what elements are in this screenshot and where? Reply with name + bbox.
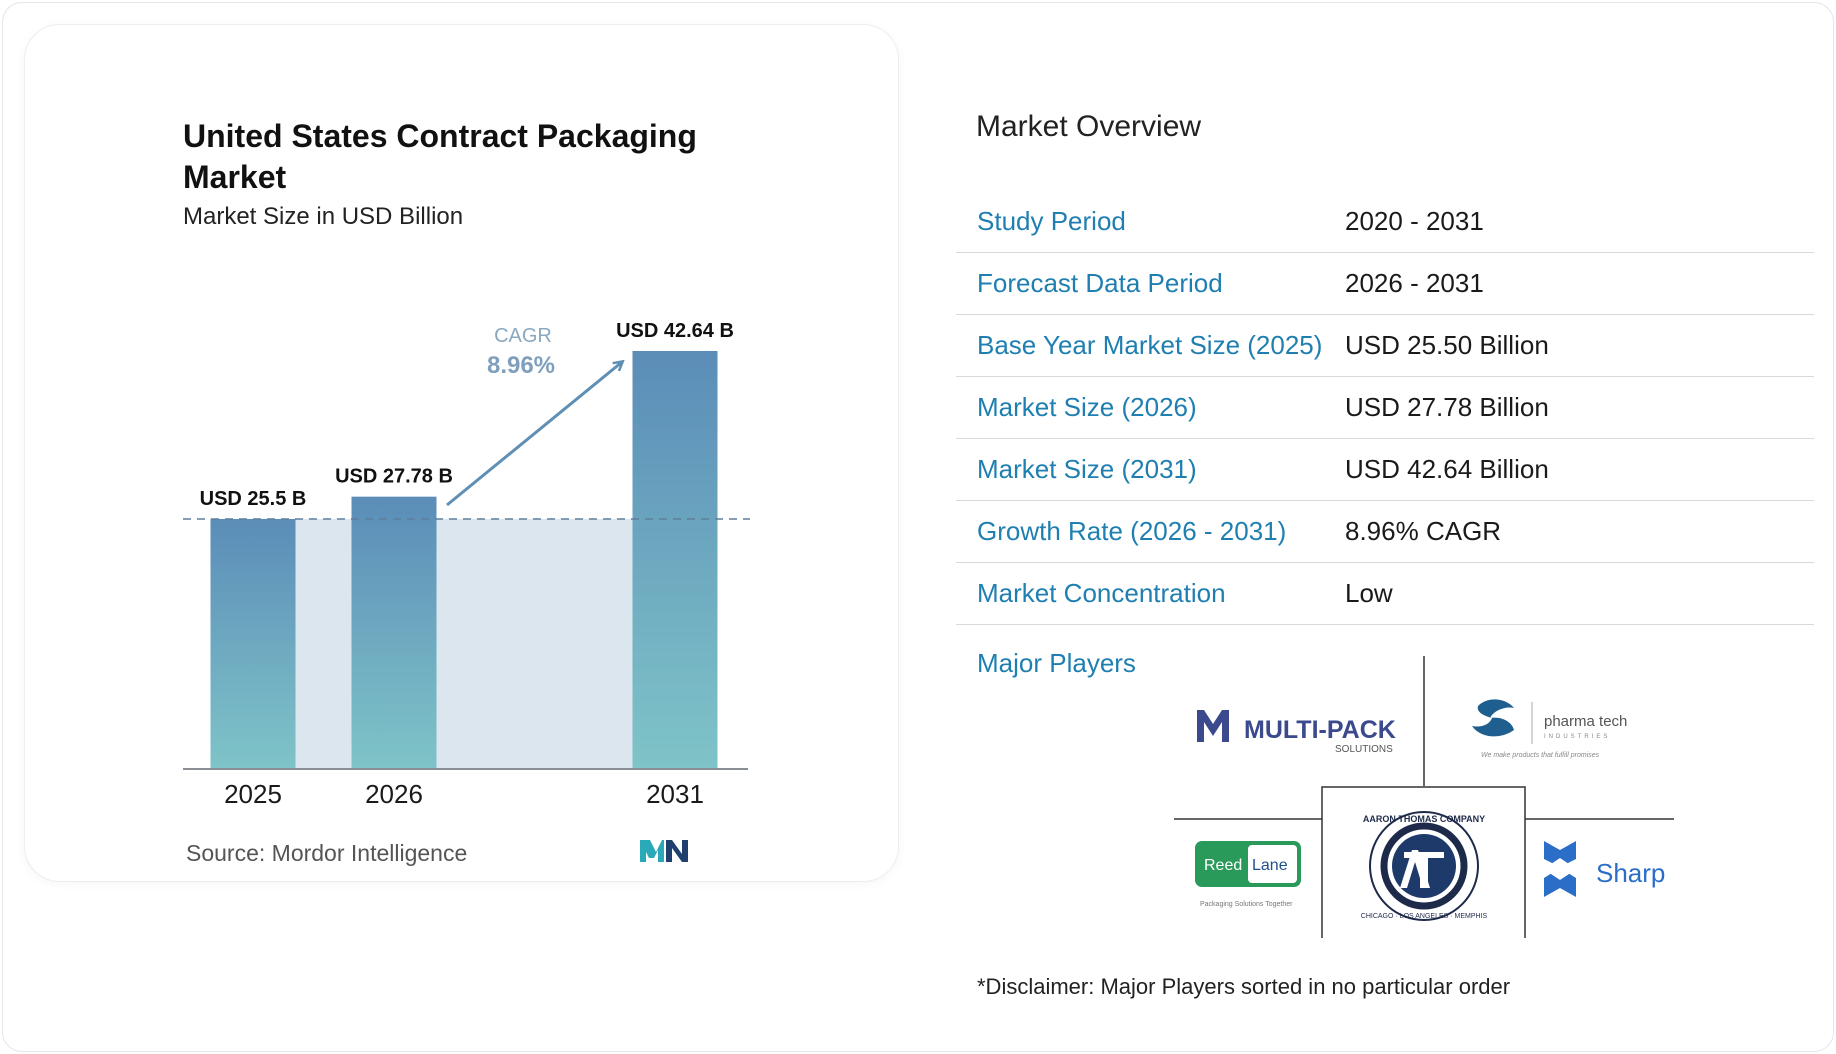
row-key: Growth Rate (2026 - 2031) (977, 516, 1287, 546)
value-label: USD 42.64 B (616, 320, 734, 342)
row-value: 2020 - 2031 (1345, 206, 1484, 236)
row-value: 2026 - 2031 (1345, 268, 1484, 298)
row-key: Market Concentration (977, 578, 1226, 608)
bar-chart: 2025 2026 2031 USD 25.5 B USD 27.78 B USD 42.… (183, 320, 750, 809)
major-players-label: Major Players (977, 648, 1136, 678)
mordor-logo-icon (640, 840, 688, 862)
x-tick-label: 2031 (646, 779, 704, 809)
row-key: Study Period (977, 206, 1126, 236)
bar-2026 (351, 496, 437, 769)
row-key: Market Size (2031) (977, 454, 1197, 484)
row-key: Market Size (2026) (977, 392, 1197, 422)
table-row: Forecast Data Period 2026 - 2031 (956, 253, 1814, 315)
row-value: 8.96% CAGR (1345, 516, 1502, 546)
chart-subtitle: Market Size in USD Billion (183, 203, 464, 230)
bar-2031 (632, 351, 718, 769)
table-row: Growth Rate (2026 - 2031) 8.96% CAGR (956, 501, 1814, 563)
table-row: Study Period 2020 - 2031 (956, 191, 1814, 253)
table-row: Market Size (2031) USD 42.64 Billion (956, 439, 1814, 501)
row-key: Base Year Market Size (2025) (977, 330, 1323, 360)
disclaimer-note: *Disclaimer: Major Players sorted in no … (977, 974, 1511, 999)
value-label: USD 27.78 B (335, 466, 453, 488)
row-key: Forecast Data Period (977, 268, 1223, 298)
overview-table: Study Period 2020 - 2031 Forecast Data Pe… (956, 191, 1814, 625)
cagr-label: CAGR (494, 325, 552, 347)
overview-title: Market Overview (976, 110, 1202, 143)
value-label: USD 25.5 B (200, 488, 307, 510)
row-value: Low (1345, 578, 1393, 608)
row-value: USD 25.50 Billion (1345, 330, 1549, 360)
chart-title: United States Contract Packaging Market (183, 118, 697, 195)
table-row: Market Concentration Low (956, 563, 1814, 625)
table-row: Base Year Market Size (2025) USD 25.50 Bi… (956, 315, 1814, 377)
row-value: USD 42.64 Billion (1345, 454, 1549, 484)
cagr-arrow (446, 362, 622, 507)
bar-2025 (210, 519, 296, 769)
x-tick-label: 2025 (224, 779, 282, 809)
table-row: Market Size (2026) USD 27.78 Billion (956, 377, 1814, 439)
x-tick-label: 2026 (365, 779, 423, 809)
cagr-value: 8.96% (487, 352, 555, 379)
source-note: Source: Mordor Intelligence (186, 840, 468, 866)
row-value: USD 27.78 Billion (1345, 392, 1549, 422)
